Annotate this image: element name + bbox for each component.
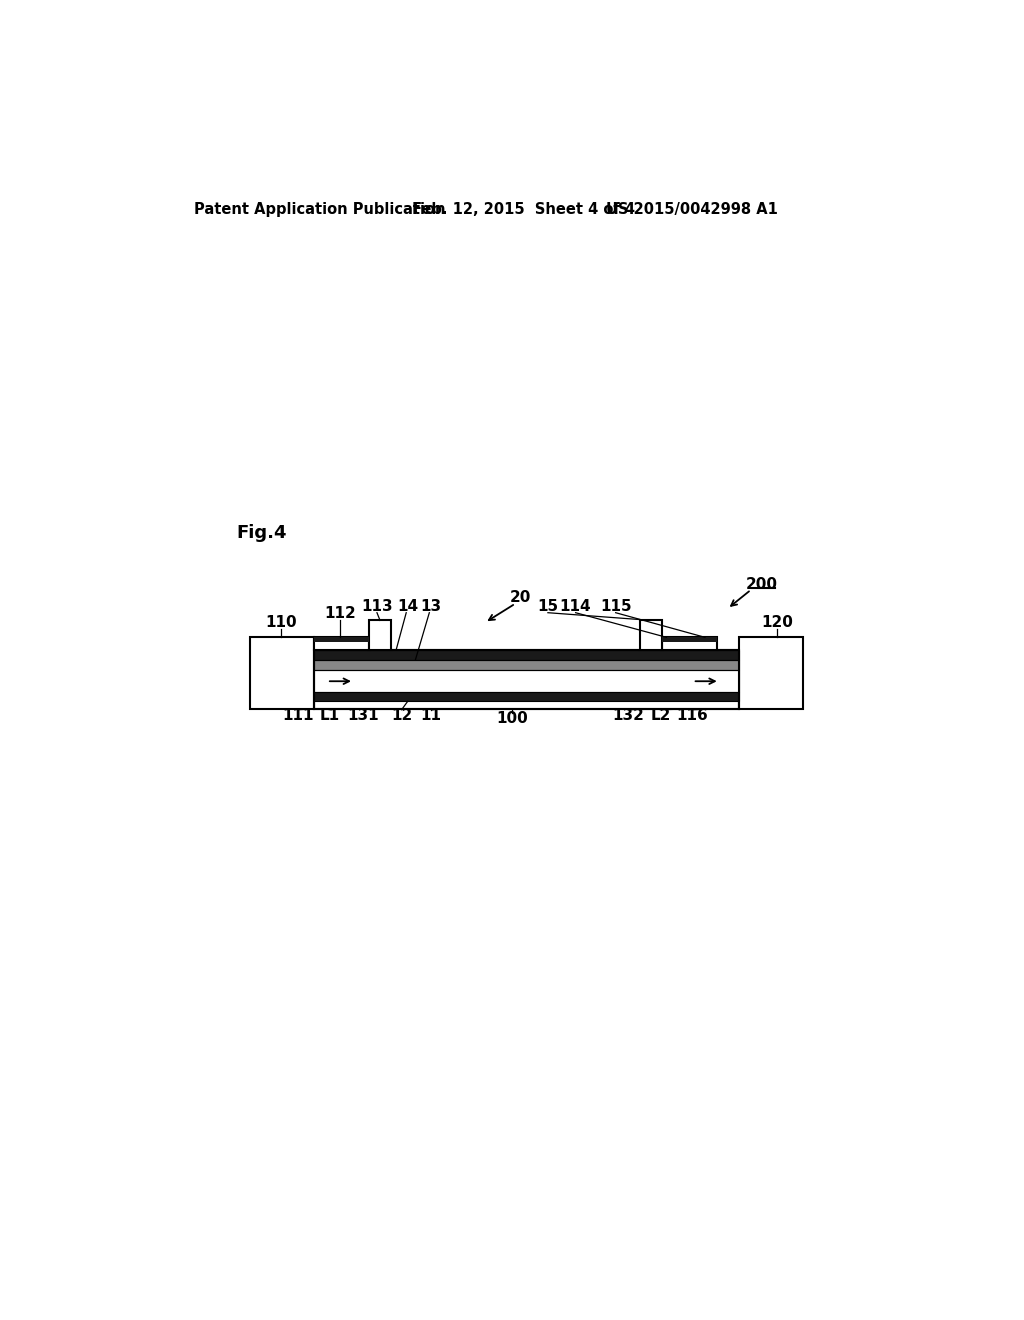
- Text: 11: 11: [421, 709, 441, 723]
- Text: 15: 15: [538, 599, 558, 614]
- Text: 13: 13: [420, 599, 441, 614]
- Text: 115: 115: [600, 599, 632, 614]
- Bar: [662, 638, 717, 642]
- Text: 100: 100: [497, 711, 528, 726]
- Text: 200: 200: [745, 577, 778, 591]
- Text: 113: 113: [361, 599, 393, 614]
- Text: Fig.4: Fig.4: [237, 524, 288, 543]
- Bar: [313, 638, 370, 642]
- Bar: [313, 649, 739, 709]
- Bar: [313, 649, 739, 660]
- Text: 131: 131: [347, 709, 379, 723]
- Bar: [313, 660, 739, 669]
- Text: US 2015/0042998 A1: US 2015/0042998 A1: [606, 202, 778, 216]
- Bar: [313, 649, 739, 660]
- Bar: [313, 660, 739, 669]
- Bar: [313, 669, 739, 692]
- Text: 120: 120: [762, 615, 794, 630]
- Text: L2: L2: [650, 709, 671, 723]
- Bar: [313, 692, 739, 701]
- Text: 132: 132: [612, 709, 644, 723]
- Bar: [662, 638, 717, 649]
- Text: 114: 114: [560, 599, 592, 614]
- Bar: [313, 692, 739, 701]
- Text: 20: 20: [510, 590, 530, 605]
- Text: 110: 110: [265, 615, 297, 630]
- Text: 116: 116: [677, 709, 709, 723]
- Text: Feb. 12, 2015  Sheet 4 of 4: Feb. 12, 2015 Sheet 4 of 4: [412, 202, 635, 216]
- Bar: [370, 620, 391, 649]
- Text: L1: L1: [319, 709, 339, 723]
- Bar: [313, 649, 739, 709]
- Text: 112: 112: [325, 606, 356, 620]
- Bar: [313, 638, 370, 649]
- Text: Patent Application Publication: Patent Application Publication: [194, 202, 445, 216]
- Text: 14: 14: [397, 599, 419, 614]
- Bar: [250, 638, 313, 709]
- Bar: [739, 638, 803, 709]
- Text: 12: 12: [391, 709, 413, 723]
- Text: 111: 111: [283, 709, 314, 723]
- Bar: [640, 620, 662, 649]
